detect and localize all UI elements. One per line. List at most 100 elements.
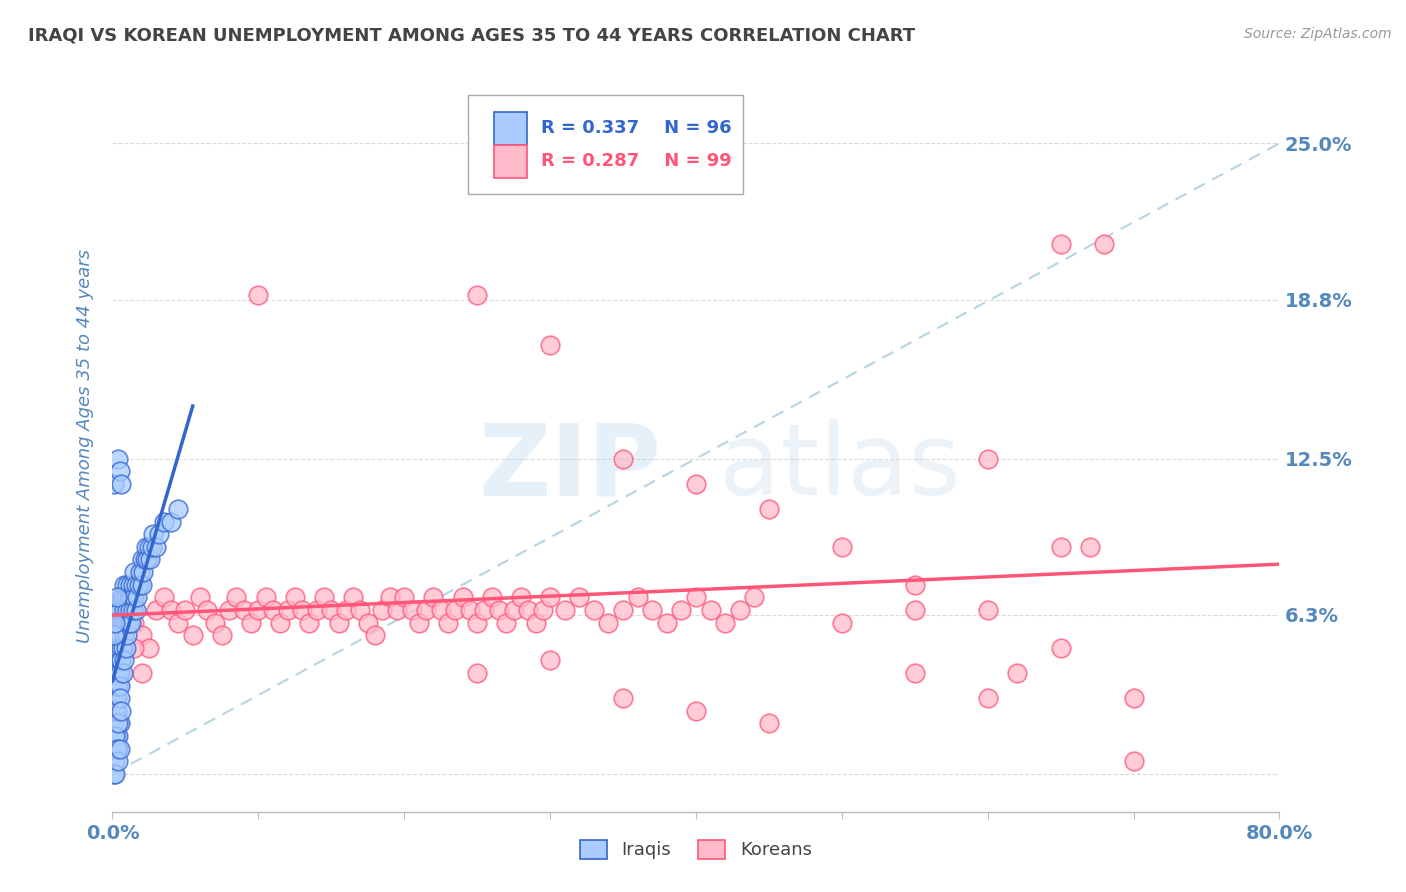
Iraqis bbox=[110, 704, 132, 718]
Koreans bbox=[612, 603, 634, 617]
Koreans bbox=[349, 603, 371, 617]
Iraqis bbox=[148, 527, 170, 541]
Iraqis bbox=[111, 665, 134, 680]
Iraqis bbox=[125, 578, 148, 592]
Koreans bbox=[174, 603, 197, 617]
Koreans bbox=[1094, 237, 1116, 252]
Iraqis bbox=[108, 691, 131, 706]
Koreans bbox=[671, 603, 693, 617]
Koreans bbox=[1049, 237, 1071, 252]
Koreans bbox=[758, 502, 780, 516]
Iraqis bbox=[104, 767, 127, 781]
Koreans bbox=[415, 603, 437, 617]
FancyBboxPatch shape bbox=[468, 95, 742, 194]
Iraqis bbox=[145, 540, 167, 554]
Koreans bbox=[685, 591, 707, 605]
Koreans bbox=[444, 603, 467, 617]
Iraqis bbox=[103, 704, 125, 718]
Koreans bbox=[554, 603, 576, 617]
Iraqis bbox=[107, 451, 129, 466]
Koreans bbox=[524, 615, 547, 630]
Iraqis bbox=[104, 615, 127, 630]
Iraqis bbox=[142, 527, 165, 541]
Iraqis bbox=[104, 653, 127, 667]
Iraqis bbox=[103, 665, 125, 680]
Iraqis bbox=[107, 716, 129, 731]
Iraqis bbox=[104, 665, 127, 680]
Y-axis label: Unemployment Among Ages 35 to 44 years: Unemployment Among Ages 35 to 44 years bbox=[76, 249, 94, 643]
Iraqis bbox=[108, 716, 131, 731]
Iraqis bbox=[112, 578, 135, 592]
Text: R = 0.337    N = 96: R = 0.337 N = 96 bbox=[541, 120, 731, 137]
Iraqis bbox=[124, 591, 146, 605]
Koreans bbox=[422, 591, 444, 605]
Koreans bbox=[357, 615, 380, 630]
Iraqis bbox=[108, 603, 131, 617]
Koreans bbox=[291, 603, 314, 617]
Iraqis bbox=[111, 615, 134, 630]
Koreans bbox=[269, 615, 291, 630]
Iraqis bbox=[152, 515, 174, 529]
Iraqis bbox=[131, 552, 153, 566]
Iraqis bbox=[108, 464, 131, 478]
Iraqis bbox=[103, 741, 125, 756]
Koreans bbox=[321, 603, 343, 617]
Koreans bbox=[742, 591, 765, 605]
Iraqis bbox=[110, 476, 132, 491]
Koreans bbox=[181, 628, 204, 642]
Iraqis bbox=[114, 591, 136, 605]
Iraqis bbox=[105, 615, 128, 630]
Koreans bbox=[685, 476, 707, 491]
Koreans bbox=[371, 603, 394, 617]
Iraqis bbox=[104, 640, 127, 655]
Koreans bbox=[531, 603, 554, 617]
Koreans bbox=[188, 591, 211, 605]
Koreans bbox=[655, 615, 678, 630]
Koreans bbox=[131, 628, 153, 642]
Iraqis bbox=[103, 476, 125, 491]
Iraqis bbox=[120, 591, 142, 605]
Koreans bbox=[385, 603, 408, 617]
Koreans bbox=[481, 591, 503, 605]
Bar bbox=[494, 145, 527, 178]
Iraqis bbox=[105, 691, 128, 706]
Iraqis bbox=[138, 540, 160, 554]
Iraqis bbox=[141, 540, 163, 554]
Iraqis bbox=[128, 578, 150, 592]
Koreans bbox=[131, 665, 153, 680]
Iraqis bbox=[103, 679, 125, 693]
Iraqis bbox=[127, 591, 149, 605]
Koreans bbox=[429, 603, 451, 617]
Koreans bbox=[1049, 540, 1071, 554]
Iraqis bbox=[105, 729, 128, 743]
Iraqis bbox=[104, 716, 127, 731]
Iraqis bbox=[112, 603, 135, 617]
Iraqis bbox=[110, 653, 132, 667]
Iraqis bbox=[132, 565, 155, 579]
Koreans bbox=[124, 640, 146, 655]
Iraqis bbox=[105, 591, 128, 605]
Koreans bbox=[538, 338, 561, 352]
Koreans bbox=[904, 578, 927, 592]
Koreans bbox=[1049, 640, 1071, 655]
Koreans bbox=[1122, 754, 1144, 768]
Iraqis bbox=[120, 615, 142, 630]
Koreans bbox=[685, 704, 707, 718]
Iraqis bbox=[167, 502, 190, 516]
Koreans bbox=[488, 603, 510, 617]
Koreans bbox=[538, 591, 561, 605]
Koreans bbox=[612, 451, 634, 466]
Koreans bbox=[160, 603, 183, 617]
Koreans bbox=[218, 603, 240, 617]
Iraqis bbox=[103, 628, 125, 642]
Koreans bbox=[465, 665, 488, 680]
Koreans bbox=[517, 603, 540, 617]
Koreans bbox=[328, 615, 350, 630]
Koreans bbox=[211, 628, 233, 642]
Iraqis bbox=[125, 603, 148, 617]
Koreans bbox=[152, 591, 174, 605]
Iraqis bbox=[108, 665, 131, 680]
Iraqis bbox=[105, 653, 128, 667]
Iraqis bbox=[160, 515, 183, 529]
Iraqis bbox=[112, 628, 135, 642]
